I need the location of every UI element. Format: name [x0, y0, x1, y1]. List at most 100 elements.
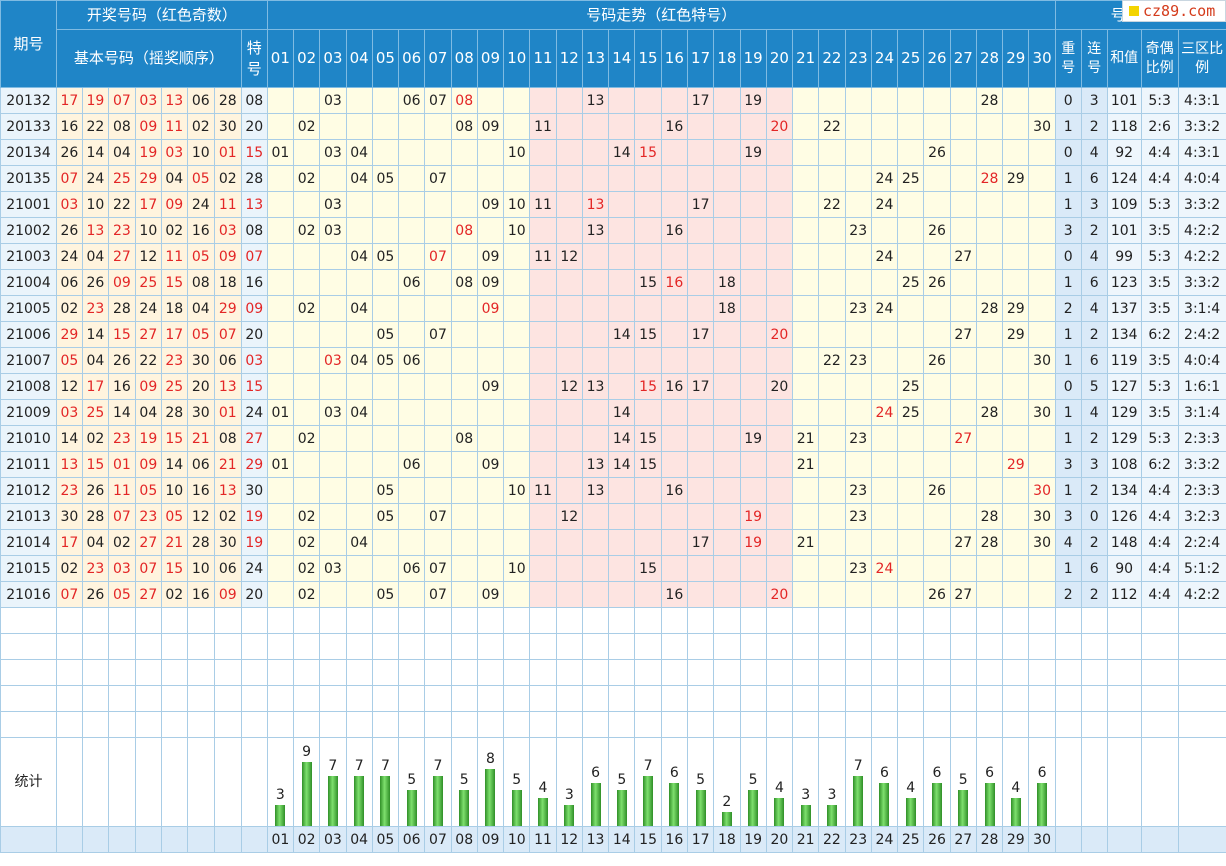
- trend-cell: [266, 243, 294, 270]
- trend-mark-09: 09: [476, 269, 505, 296]
- consecutive-cell: 2: [1080, 217, 1108, 244]
- stat-bar-label-07: 7: [433, 758, 443, 774]
- base-number-cell: 15: [107, 321, 136, 348]
- stat-bar-label-19: 5: [748, 772, 758, 788]
- trend-cell: [608, 217, 636, 244]
- empty-cell: [345, 711, 373, 738]
- trend-cell: [555, 269, 583, 296]
- empty-cell: [107, 659, 136, 686]
- trend-cell: [1028, 321, 1056, 348]
- base-number-cell: 10: [186, 555, 215, 582]
- stat-bar-label-20: 4: [774, 780, 784, 796]
- special-number-cell: 30: [240, 477, 268, 504]
- stat-cell: 5: [398, 737, 426, 827]
- trend-cell: [345, 113, 373, 140]
- base-number-cell: 30: [55, 503, 83, 530]
- empty-cell: [186, 711, 215, 738]
- trend-cell: [608, 581, 636, 608]
- footer-number-26: 26: [923, 826, 951, 853]
- trend-mark-26: 26: [923, 347, 951, 374]
- empty-cell: [765, 685, 794, 712]
- issue-cell: 21009: [0, 399, 57, 426]
- empty-cell: [923, 607, 951, 634]
- trend-cell: [292, 139, 321, 166]
- empty-cell: [975, 685, 1004, 712]
- trend-cell: [792, 555, 820, 582]
- trend-mark-23: 23: [844, 295, 872, 322]
- empty-cell: [345, 633, 373, 660]
- zone-ratio-cell: 3:3:2: [1177, 451, 1226, 478]
- trend-cell: [503, 373, 531, 400]
- stat-cell: 5: [450, 737, 478, 827]
- trend-mark-02: 02: [292, 295, 321, 322]
- stat-cell: 6: [975, 737, 1004, 827]
- oddeven-cell: 5:3: [1140, 373, 1179, 400]
- trend-cell: [897, 321, 925, 348]
- trend-col-header-27: 27: [949, 29, 977, 88]
- sum-cell: 109: [1106, 191, 1142, 218]
- empty-cell: [529, 607, 557, 634]
- issue-cell: 21001: [0, 191, 57, 218]
- empty-cell: [186, 737, 215, 827]
- trend-cell: [818, 503, 846, 530]
- trend-mark-17: 17: [686, 87, 715, 114]
- trend-mark-06: 06: [398, 269, 426, 296]
- empty-cell: [1080, 685, 1108, 712]
- trend-cell: [503, 399, 531, 426]
- base-number-cell: 17: [160, 321, 188, 348]
- trend-cell: [581, 243, 610, 270]
- trend-mark-08: 08: [450, 269, 478, 296]
- stat-bar-wrap: 3: [557, 739, 581, 826]
- trend-cell: [503, 503, 531, 530]
- trend-col-header-15: 15: [634, 29, 662, 88]
- trend-cell: [319, 295, 347, 322]
- base-number-cell: 30: [213, 529, 242, 556]
- footer-number-30: 30: [1028, 826, 1056, 853]
- repeat-cell: 1: [1054, 425, 1082, 452]
- empty-cell: [503, 633, 531, 660]
- stat-cell: 5: [949, 737, 977, 827]
- empty-cell: [134, 737, 162, 827]
- trend-cell: [529, 321, 557, 348]
- trend-mark-13: 13: [581, 451, 610, 478]
- base-number-cell: 04: [107, 139, 136, 166]
- trend-cell: [581, 555, 610, 582]
- stat-cell: 7: [844, 737, 872, 827]
- oddeven-cell: 6:2: [1140, 321, 1179, 348]
- draw-group-header: 开奖号码（红色奇数）: [55, 0, 268, 30]
- trend-cell: [818, 581, 846, 608]
- trend-cell: [713, 347, 741, 374]
- trend-mark-27: 27: [949, 581, 977, 608]
- special-number-cell: 13: [240, 191, 268, 218]
- oddeven-cell: 4:4: [1140, 165, 1179, 192]
- trend-cell: [870, 269, 899, 296]
- trend-cell: [949, 139, 977, 166]
- repeat-cell: 1: [1054, 347, 1082, 374]
- base-number-cell: 08: [107, 113, 136, 140]
- sum-header: 和值: [1106, 29, 1142, 88]
- trend-mark-01: 01: [266, 139, 294, 166]
- trend-special-mark-20: 20: [765, 321, 794, 348]
- empty-cell: [134, 659, 162, 686]
- trend-cell: [371, 451, 400, 478]
- empty-cell: [476, 659, 505, 686]
- repeat-cell: 1: [1054, 477, 1082, 504]
- trend-col-header-05: 05: [371, 29, 400, 88]
- base-number-cell: 05: [186, 243, 215, 270]
- empty-cell: [371, 659, 400, 686]
- oddeven-cell: 3:5: [1140, 347, 1179, 374]
- special-number-cell: 19: [240, 503, 268, 530]
- issue-cell: 21002: [0, 217, 57, 244]
- trend-cell: [739, 321, 767, 348]
- trend-cell: [529, 503, 557, 530]
- trend-cell: [371, 529, 400, 556]
- table-row: 21012 23 26 11 05 10 16 13 30 05 10 11 13 16 23 26 30 1 2 1…: [0, 477, 1226, 504]
- trend-cell: [818, 555, 846, 582]
- base-number-cell: 10: [134, 217, 162, 244]
- consecutive-cell: 6: [1080, 347, 1108, 374]
- trend-cell: [923, 399, 951, 426]
- sum-cell: 134: [1106, 477, 1142, 504]
- empty-cell: [450, 711, 478, 738]
- base-number-cell: 03: [213, 217, 242, 244]
- trend-mark-02: 02: [292, 581, 321, 608]
